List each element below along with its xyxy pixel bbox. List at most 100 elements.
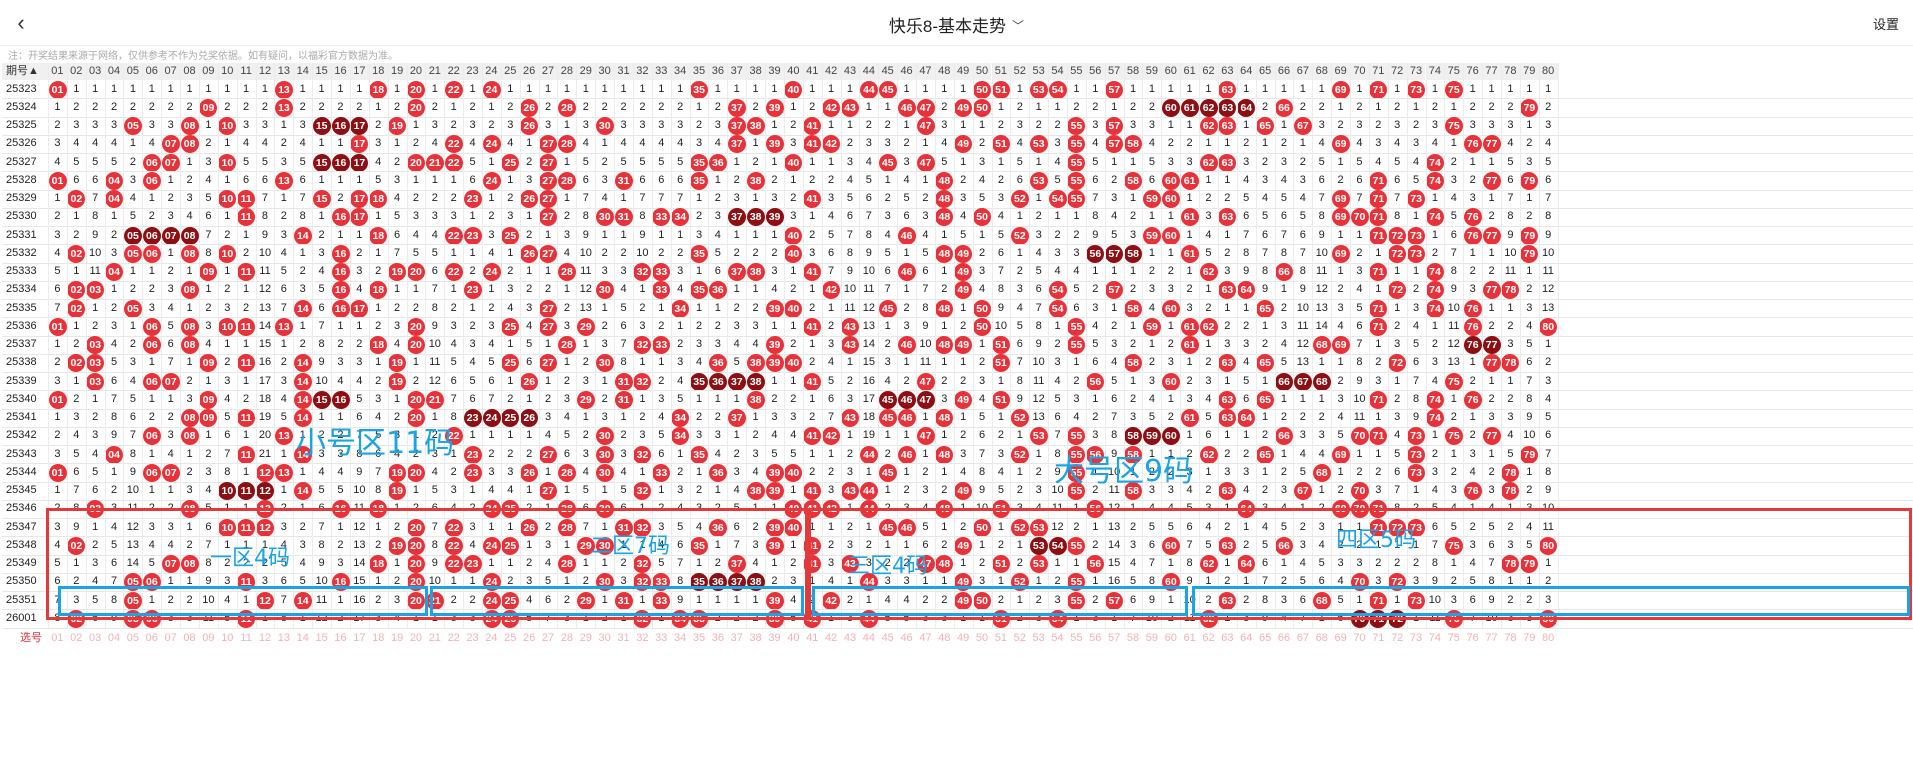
drawn-number-ball: 62 (1199, 555, 1218, 573)
pick-number[interactable]: 11 (240, 632, 252, 644)
pick-number[interactable]: 43 (843, 632, 857, 644)
pick-number[interactable]: 31 (617, 632, 630, 644)
pick-number[interactable]: 34 (674, 632, 687, 644)
pick-number[interactable]: 69 (1334, 632, 1347, 644)
pick-number[interactable]: 44 (862, 632, 875, 644)
miss-count: 3 (997, 447, 1004, 460)
issue-header[interactable]: 期号▲ (2, 63, 48, 80)
pick-number[interactable]: 47 (919, 632, 932, 644)
miss-count: 1 (695, 100, 703, 113)
pick-number[interactable]: 46 (900, 632, 913, 644)
pick-number[interactable]: 08 (183, 632, 196, 644)
pick-number[interactable]: 28 (560, 632, 574, 644)
pick-number[interactable]: 45 (881, 632, 894, 644)
pick-number[interactable]: 67 (1296, 632, 1309, 644)
pick-number[interactable]: 70 (1353, 632, 1366, 644)
pick-number[interactable]: 38 (749, 632, 762, 644)
pick-number[interactable]: 57 (1108, 632, 1121, 644)
pick-number[interactable]: 02 (70, 632, 83, 644)
pick-number[interactable]: 53 (1032, 632, 1045, 644)
pick-number[interactable]: 50 (975, 632, 989, 644)
pick-number[interactable]: 01 (51, 632, 64, 644)
pick-number[interactable]: 19 (390, 632, 404, 644)
pick-number[interactable]: 04 (107, 632, 121, 644)
pick-number[interactable]: 37 (730, 632, 743, 644)
pick-number[interactable]: 63 (1221, 632, 1234, 644)
pick-number[interactable]: 77 (1485, 632, 1498, 644)
pick-number[interactable]: 27 (541, 632, 555, 644)
pick-number[interactable]: 09 (202, 632, 215, 644)
pick-number[interactable]: 61 (1183, 632, 1196, 644)
pick-number[interactable]: 17 (353, 632, 366, 644)
pick-number[interactable]: 24 (485, 632, 498, 644)
pick-number[interactable]: 71 (1372, 632, 1385, 644)
miss-count: 2 (92, 538, 99, 551)
pick-number[interactable]: 55 (1070, 632, 1083, 644)
pick-number[interactable]: 41 (806, 632, 819, 644)
pick-number[interactable]: 18 (372, 632, 385, 644)
number-header: 75 (1444, 63, 1464, 80)
pick-number[interactable]: 22 (447, 632, 460, 644)
miss-count: 2 (1016, 100, 1023, 113)
pick-number[interactable]: 10 (221, 632, 234, 644)
pick-number[interactable]: 05 (126, 632, 140, 644)
pick-number[interactable]: 72 (1391, 632, 1404, 644)
pick-number[interactable]: 56 (1089, 632, 1102, 644)
pick-number[interactable]: 62 (1202, 632, 1215, 644)
pick-number[interactable]: 25 (504, 632, 517, 644)
miss-count: 2 (997, 173, 1004, 186)
pick-number[interactable]: 79 (1523, 632, 1536, 644)
pick-number[interactable]: 58 (1126, 632, 1140, 644)
page-title[interactable]: 快乐8-基本走势 ﹀ (0, 12, 1913, 37)
pick-number[interactable]: 26 (523, 632, 536, 644)
pick-number[interactable]: 03 (89, 632, 102, 644)
drawn-number-ball: 75 (1444, 536, 1463, 555)
pick-number[interactable]: 12 (258, 632, 272, 644)
pick-number[interactable]: 49 (957, 632, 970, 644)
pick-number[interactable]: 74 (1428, 632, 1442, 644)
miss-count: 7 (54, 593, 61, 606)
pick-number[interactable]: 16 (334, 632, 347, 644)
pick-number[interactable]: 20 (409, 632, 423, 644)
pick-number[interactable]: 68 (1315, 632, 1328, 644)
pick-number[interactable]: 06 (145, 632, 158, 644)
pick-number[interactable]: 29 (579, 632, 592, 644)
pick-number[interactable]: 40 (787, 632, 800, 644)
pick-number[interactable]: 36 (711, 632, 724, 644)
pick-number[interactable]: 65 (1258, 632, 1272, 644)
back-button[interactable]: ‹ (8, 10, 34, 36)
pick-number[interactable]: 21 (428, 632, 441, 644)
pick-number[interactable]: 48 (938, 632, 951, 644)
pick-number[interactable]: 80 (1542, 632, 1555, 644)
drawn-number-ball: 50 (973, 518, 992, 537)
drawn-number-ball: 06 (142, 226, 161, 245)
pick-number[interactable]: 60 (1164, 632, 1177, 644)
pick-number[interactable]: 39 (768, 632, 781, 644)
pick-number[interactable]: 54 (1051, 632, 1064, 644)
pick-number[interactable]: 32 (636, 632, 649, 644)
number-header: 12 (255, 63, 275, 80)
pick-number[interactable]: 59 (1145, 632, 1158, 644)
pick-number[interactable]: 76 (1466, 632, 1479, 644)
pick-number[interactable]: 13 (277, 632, 290, 644)
miss-count: 4 (790, 429, 797, 442)
pick-number[interactable]: 35 (692, 632, 706, 644)
pick-number[interactable]: 75 (1447, 632, 1460, 644)
pick-number[interactable]: 64 (1240, 632, 1253, 644)
pick-number[interactable]: 15 (315, 632, 328, 644)
pick-number[interactable]: 14 (296, 632, 309, 644)
pick-number[interactable]: 78 (1504, 632, 1517, 644)
pick-number[interactable]: 51 (994, 632, 1008, 644)
pick-number[interactable]: 42 (824, 632, 838, 644)
pick-number[interactable]: 66 (1277, 632, 1291, 644)
miss-count: 1 (129, 137, 136, 150)
pick-number[interactable]: 52 (1013, 632, 1026, 644)
miss-count: 3 (299, 283, 306, 296)
pick-number[interactable]: 33 (655, 632, 668, 644)
miss-count: 2 (1054, 119, 1061, 131)
pick-number[interactable]: 73 (1409, 632, 1423, 644)
pick-number[interactable]: 23 (466, 632, 479, 644)
pick-number[interactable]: 30 (598, 632, 611, 644)
settings-button[interactable]: 设置 (1872, 17, 1899, 32)
pick-number[interactable]: 07 (164, 632, 177, 644)
